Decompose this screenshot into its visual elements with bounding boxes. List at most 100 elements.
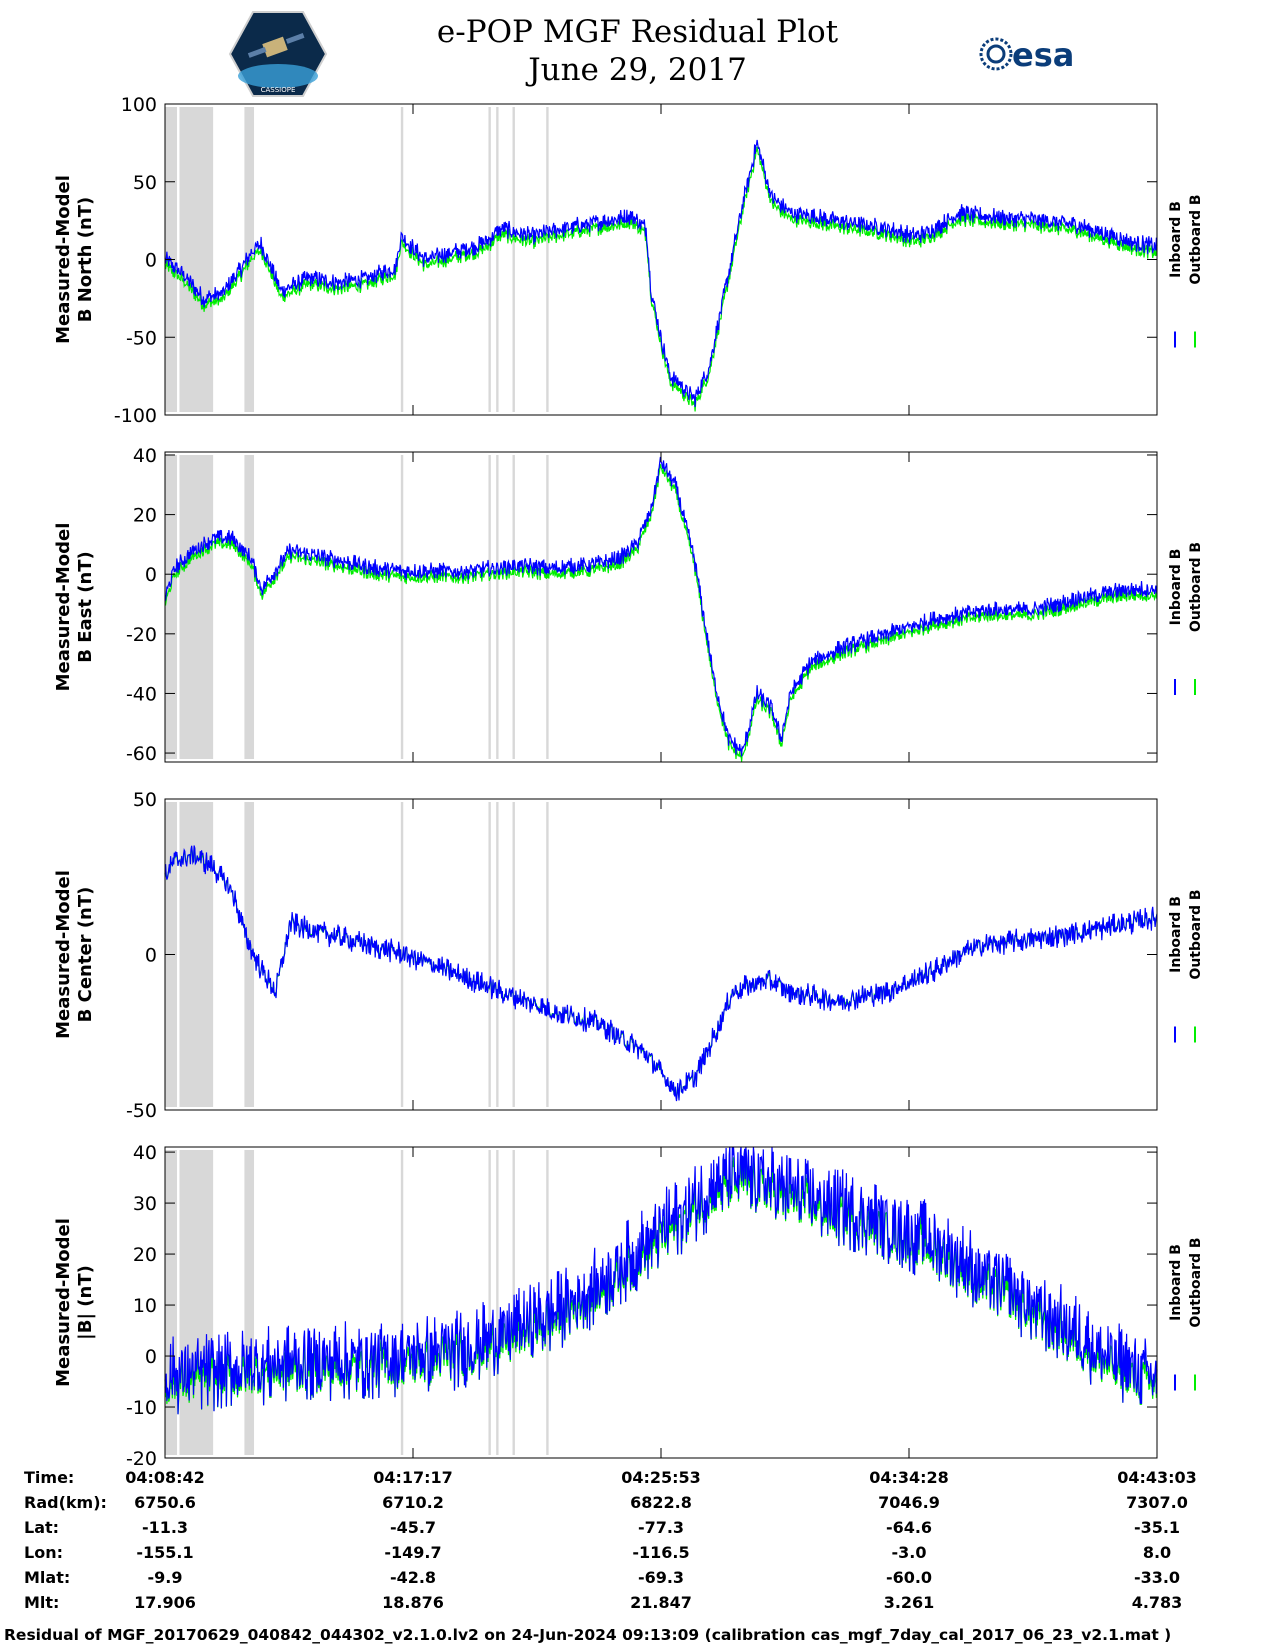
y-tick-label: 40 <box>133 445 157 467</box>
y-axis-label-line1: Measured-Model <box>53 175 74 344</box>
data-gap-5 <box>488 455 491 759</box>
data-gap-7 <box>512 107 515 412</box>
y-axis-label-line2: B Center (nT) <box>75 887 96 1023</box>
data-gap-7 <box>512 455 515 759</box>
y-tick-label: 10 <box>133 1295 157 1317</box>
data-gap-2 <box>179 802 214 1107</box>
data-gap-4 <box>400 455 404 759</box>
legend-inboard-label: Inboard B <box>1168 549 1184 626</box>
y-tick-label: -100 <box>114 405 157 427</box>
orbit-value: -60.0 <box>886 1568 932 1587</box>
data-gap-8 <box>546 802 549 1107</box>
orbit-value: 3.261 <box>884 1593 935 1612</box>
data-gap-8 <box>546 455 549 759</box>
y-tick-label: 50 <box>133 789 157 811</box>
data-gap-8 <box>546 107 549 412</box>
inboard-series <box>164 845 1158 1102</box>
data-gap-3 <box>244 1150 255 1455</box>
data-gap-5 <box>488 802 491 1107</box>
data-gap-1 <box>165 455 178 759</box>
data-gap-2 <box>179 1150 214 1455</box>
legend-outboard-label: Outboard B <box>1188 1237 1204 1327</box>
y-tick-label: 30 <box>133 1193 157 1215</box>
orbit-row-label: Lon: <box>24 1543 63 1562</box>
y-tick-label: 0 <box>145 945 157 967</box>
outboard-series <box>164 464 1158 762</box>
orbit-row-label: Rad(km): <box>24 1493 107 1512</box>
plot-date: June 29, 2017 <box>528 52 747 88</box>
chart-panel-1: -100 -50 0 50 100 Measured-Model B North (nT) I… <box>53 94 1204 427</box>
orbit-value: 21.847 <box>630 1593 692 1612</box>
y-tick-label: 100 <box>121 94 157 116</box>
data-gap-6 <box>496 455 499 759</box>
orbit-value: 18.876 <box>382 1593 444 1612</box>
data-gap-6 <box>496 107 499 412</box>
plot-frame <box>164 103 1158 416</box>
y-tick-label: -50 <box>126 327 157 349</box>
data-gap-6 <box>496 802 499 1107</box>
data-gap-4 <box>400 1150 404 1455</box>
orbit-value: -77.3 <box>638 1518 684 1537</box>
orbit-value: 7307.0 <box>1126 1493 1188 1512</box>
orbit-value: -116.5 <box>632 1543 689 1562</box>
y-axis-label-line2: B North (nT) <box>75 197 96 323</box>
data-gap-6 <box>496 1150 499 1455</box>
y-tick-label: 0 <box>145 564 157 586</box>
legend-outboard-label: Outboard B <box>1188 194 1204 284</box>
data-gap-3 <box>244 455 255 759</box>
orbit-value: 6822.8 <box>630 1493 692 1512</box>
plot-title: e-POP MGF Residual Plot <box>436 14 839 50</box>
outboard-series <box>164 847 1158 1099</box>
y-tick-label: -40 <box>126 683 157 705</box>
orbit-value: -33.0 <box>1134 1568 1180 1587</box>
orbit-value: -69.3 <box>638 1568 684 1587</box>
orbit-value: 6750.6 <box>134 1493 196 1512</box>
y-tick-label: -60 <box>126 743 157 765</box>
data-gap-3 <box>244 802 255 1107</box>
legend: Inboard B Outboard B <box>1168 1237 1204 1327</box>
orbit-row-label: Mlt: <box>24 1593 59 1612</box>
orbit-value: -3.0 <box>892 1543 927 1562</box>
orbit-value: 04:17:17 <box>373 1468 453 1487</box>
orbit-value: -64.6 <box>886 1518 932 1537</box>
data-gap-2 <box>179 455 214 759</box>
y-tick-label: 0 <box>145 250 157 272</box>
cassiope-logo-icon: CASSIOPE <box>228 11 328 97</box>
orbit-value: 8.0 <box>1143 1543 1171 1562</box>
orbit-value: -9.9 <box>148 1568 183 1587</box>
chart-panel-2: -60 -40 -20 0 20 40 Measured-Model B East (nT) I… <box>53 445 1204 765</box>
data-gap-5 <box>488 1150 491 1455</box>
orbit-value: 04:25:53 <box>621 1468 701 1487</box>
y-tick-label: 20 <box>133 1244 157 1266</box>
footer-caption: Residual of MGF_20170629_040842_044302_v… <box>4 1626 1172 1644</box>
data-gap-5 <box>488 107 491 412</box>
orbit-value: 7046.9 <box>878 1493 940 1512</box>
chart-panel-4: -20 -10 0 10 20 30 40 Measured-Model |B| (nT) Inb… <box>53 1142 1204 1470</box>
data-gap-4 <box>400 802 404 1107</box>
y-tick-label: -20 <box>126 624 157 646</box>
legend-inboard-label: Inboard B <box>1168 201 1184 278</box>
orbit-value: 4.783 <box>1132 1593 1183 1612</box>
y-tick-label: 0 <box>145 1346 157 1368</box>
inboard-series <box>164 1146 1158 1415</box>
y-tick-label: -10 <box>126 1397 157 1419</box>
y-axis-label-line1: Measured-Model <box>53 523 74 692</box>
y-axis-label: Measured-Model B East (nT) <box>53 523 96 692</box>
legend: Inboard B Outboard B <box>1168 542 1204 632</box>
y-tick-label: 50 <box>133 172 157 194</box>
inboard-series <box>164 139 1158 408</box>
orbit-value: 6710.2 <box>382 1493 444 1512</box>
plot-frame <box>164 1146 1158 1459</box>
orbit-value: -11.3 <box>142 1518 188 1537</box>
y-tick-label: 40 <box>133 1142 157 1164</box>
data-gap-4 <box>400 107 404 412</box>
legend: Inboard B Outboard B <box>1168 194 1204 284</box>
legend-outboard-label: Outboard B <box>1188 889 1204 979</box>
orbit-row-label: Lat: <box>24 1518 59 1537</box>
chart-panel-3: -50 0 50 Measured-Model B Center (nT) Inboard… <box>53 789 1204 1122</box>
orbit-value: -149.7 <box>384 1543 441 1562</box>
orbit-row-label: Time: <box>24 1468 74 1487</box>
legend-inboard-label: Inboard B <box>1168 896 1184 973</box>
y-axis-label-line1: Measured-Model <box>53 1218 74 1387</box>
